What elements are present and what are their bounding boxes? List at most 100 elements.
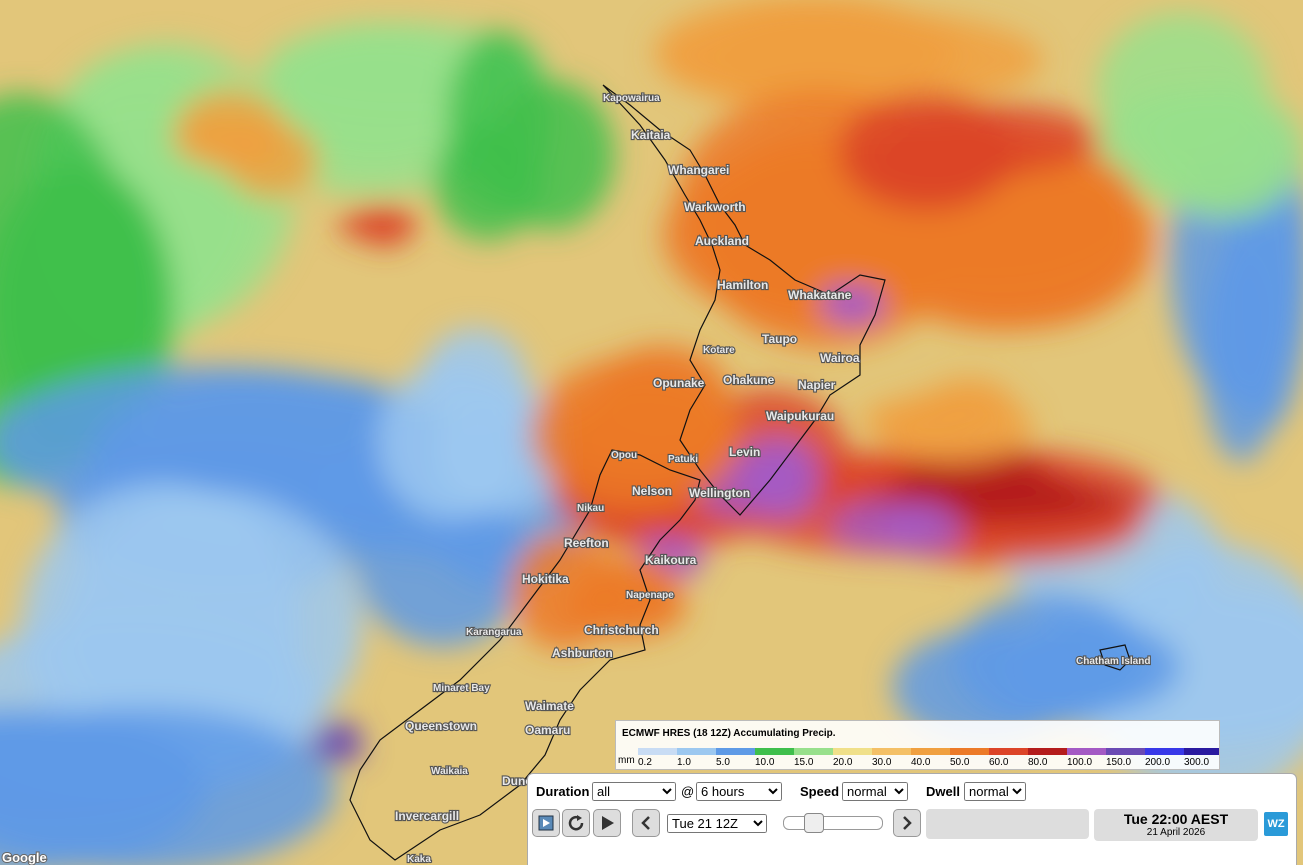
place-label: Oamaru — [525, 723, 570, 737]
precip-blob — [830, 501, 926, 551]
legend-swatch — [989, 748, 1028, 755]
legend-tick: 20.0 — [833, 757, 853, 768]
legend-swatch — [1067, 748, 1106, 755]
precip-blob — [876, 389, 1034, 465]
legend-scale: 0.2 1.0 5.0 10.0 15.0 20.0 30.0 40.0 50.0 60.0 80.… — [638, 748, 1219, 768]
legend-swatch — [1145, 748, 1184, 755]
attribution: Google — [2, 850, 47, 865]
speed-select[interactable]: normal — [842, 782, 908, 801]
icon — [641, 816, 650, 830]
legend-tick: 200.0 — [1145, 757, 1170, 768]
legend-swatch — [755, 748, 794, 755]
precip-blob — [447, 30, 551, 207]
legend-tick: 80.0 — [1028, 757, 1048, 768]
legend-tick: 5.0 — [716, 757, 730, 768]
legend-tick: 60.0 — [989, 757, 1009, 768]
icon — [538, 815, 554, 831]
prev-button[interactable] — [632, 809, 660, 837]
legend-tick: 0.2 — [638, 757, 652, 768]
legend-swatch — [1184, 748, 1219, 755]
place-label: Waikaia — [431, 766, 468, 777]
frame-slider[interactable] — [783, 813, 883, 833]
place-label: Hamilton — [717, 278, 768, 292]
legend-swatch — [911, 748, 950, 755]
place-label: Ashburton — [552, 646, 613, 660]
precip-blob — [320, 735, 365, 763]
place-label: Karangarua — [466, 627, 522, 638]
control-panel: Duration all @ 6 hours Speed normal Dwel… — [527, 773, 1297, 865]
precip-blob — [1097, 12, 1268, 166]
loop-button[interactable] — [532, 809, 560, 837]
precip-blob — [557, 385, 731, 473]
place-label: Waimate — [525, 699, 574, 713]
dwell-select[interactable]: normal — [964, 782, 1026, 801]
precip-blob — [172, 121, 270, 164]
place-label: Kapowairua — [603, 93, 660, 104]
precip-blob — [563, 575, 687, 639]
icon — [568, 815, 584, 831]
place-label: Waipukurau — [766, 409, 834, 423]
place-label: Napier — [798, 378, 836, 392]
place-label: Hokitika — [522, 572, 569, 586]
duration-select[interactable]: all — [592, 782, 676, 801]
legend-tick: 1.0 — [677, 757, 691, 768]
place-label: Patuki — [668, 454, 698, 465]
status-box — [926, 809, 1089, 839]
legend-swatch — [1106, 748, 1145, 755]
reload-button[interactable] — [562, 809, 590, 837]
frame-select[interactable]: Tue 21 12Z — [667, 814, 767, 833]
precip-blob — [0, 708, 206, 865]
slider-thumb[interactable] — [804, 813, 824, 833]
legend-tick: 100.0 — [1067, 757, 1092, 768]
legend-unit: mm — [618, 755, 635, 766]
place-label: Taupo — [762, 332, 797, 346]
place-label: Napenape — [626, 590, 674, 601]
place-label: Whakatane — [788, 288, 852, 302]
place-label: Wellington — [689, 486, 750, 500]
logo: WZ — [1264, 812, 1288, 836]
place-label: Auckland — [695, 234, 749, 248]
play-button[interactable] — [593, 809, 621, 837]
valid-time: Tue 22:00 AEST — [1123, 811, 1229, 827]
legend-tick: 30.0 — [872, 757, 892, 768]
icon — [602, 816, 614, 830]
speed-label: Speed — [800, 784, 840, 799]
place-label: Kaikoura — [645, 553, 697, 567]
precip-blob — [747, 438, 821, 521]
place-label: Ohakune — [723, 373, 775, 387]
place-label: Opunake — [653, 376, 705, 390]
place-label: Levin — [729, 445, 760, 459]
dwell-label: Dwell — [926, 784, 960, 799]
place-labels: Kapowairua Kaitaia Whangarei Warkworth Auckl… — [394, 92, 1152, 865]
valid-date: 21 April 2026 — [1146, 827, 1206, 838]
legend-tick: 300.0 — [1184, 757, 1209, 768]
place-label: Reefton — [564, 536, 609, 550]
place-label: Christchurch — [584, 623, 659, 637]
place-label: Nelson — [632, 484, 672, 498]
legend-swatch — [794, 748, 833, 755]
place-label: Kotare — [703, 345, 735, 356]
precip-blob — [889, 468, 1084, 510]
place-label: Opou — [611, 450, 637, 461]
legend-tick: 40.0 — [911, 757, 931, 768]
legend-swatch — [950, 748, 989, 755]
precip-blob — [421, 327, 528, 437]
duration-label: Duration — [536, 784, 590, 799]
step-select[interactable]: 6 hours — [696, 782, 782, 801]
place-label: Warkworth — [684, 200, 746, 214]
icon — [903, 816, 912, 830]
next-button[interactable] — [893, 809, 921, 837]
precip-blob — [661, 9, 1044, 111]
legend-swatch — [872, 748, 911, 755]
place-label: Nikau — [577, 503, 604, 514]
legend-tick: 15.0 — [794, 757, 814, 768]
place-label: Queenstown — [405, 719, 477, 733]
legend-tick: 50.0 — [950, 757, 970, 768]
precip-blob — [338, 211, 383, 239]
place-label: Kaitaia — [631, 128, 671, 142]
time-box: Tue 22:00 AEST 21 April 2026 — [1094, 809, 1258, 841]
place-label: Wairoa — [820, 351, 860, 365]
